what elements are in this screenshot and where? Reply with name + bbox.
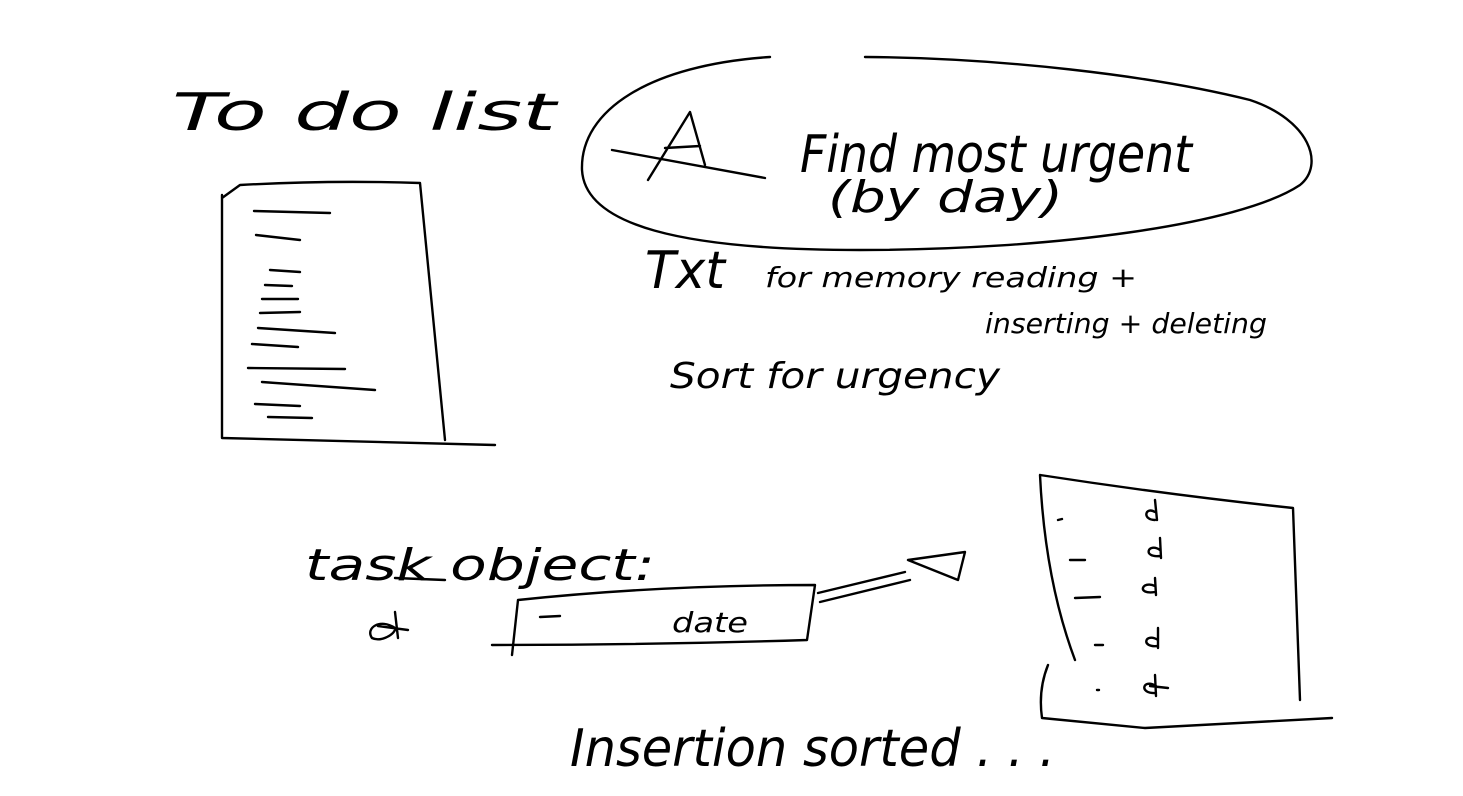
todo-list-line xyxy=(252,209,332,215)
inserting-deleting-text: inserting + deleting xyxy=(985,307,1267,340)
sorted-list-d xyxy=(1143,673,1170,698)
sorted-list-dash xyxy=(1056,517,1064,522)
insertion-sorted-text: Insertion sorted . . . xyxy=(570,719,1055,779)
todo-list-line xyxy=(254,233,302,242)
sorted-list-d xyxy=(1141,576,1158,597)
todo-list-line xyxy=(263,283,294,288)
todo-list-line xyxy=(250,342,300,349)
task-underline xyxy=(393,576,447,582)
by-day-text: (by day) xyxy=(828,172,1063,223)
memory-reading-text: for memory reading + xyxy=(765,261,1137,294)
sorted-list-dash xyxy=(1073,595,1102,600)
todo-title: To do list xyxy=(172,83,559,143)
find-urgent-ellipse xyxy=(580,55,1313,252)
todo-list-line xyxy=(268,268,302,274)
arrow-to-sorted-list xyxy=(816,550,967,604)
todo-list-sketch xyxy=(220,180,497,447)
todo-list-line xyxy=(258,310,302,315)
todo-list-line xyxy=(266,415,314,420)
txt-text: Txt xyxy=(645,241,727,301)
sorted-list-d xyxy=(1145,498,1159,522)
todo-list-line xyxy=(256,326,337,335)
date-text: date xyxy=(672,606,748,639)
sorted-list-sketch xyxy=(1038,473,1334,730)
todo-list-line xyxy=(260,380,377,392)
sort-for-urgency-text: Sort for urgency xyxy=(670,356,1001,397)
sorted-list-d xyxy=(1147,536,1163,560)
date-box xyxy=(490,583,817,657)
todo-list-line xyxy=(246,366,347,371)
sorted-list-d xyxy=(1145,626,1160,650)
todo-list-line xyxy=(253,402,302,408)
crossed-out-a-mark xyxy=(610,110,767,182)
task-object-text: task object: xyxy=(305,540,655,591)
small-d-mark xyxy=(369,610,410,641)
find-most-urgent-text: Find most urgent xyxy=(800,125,1193,185)
